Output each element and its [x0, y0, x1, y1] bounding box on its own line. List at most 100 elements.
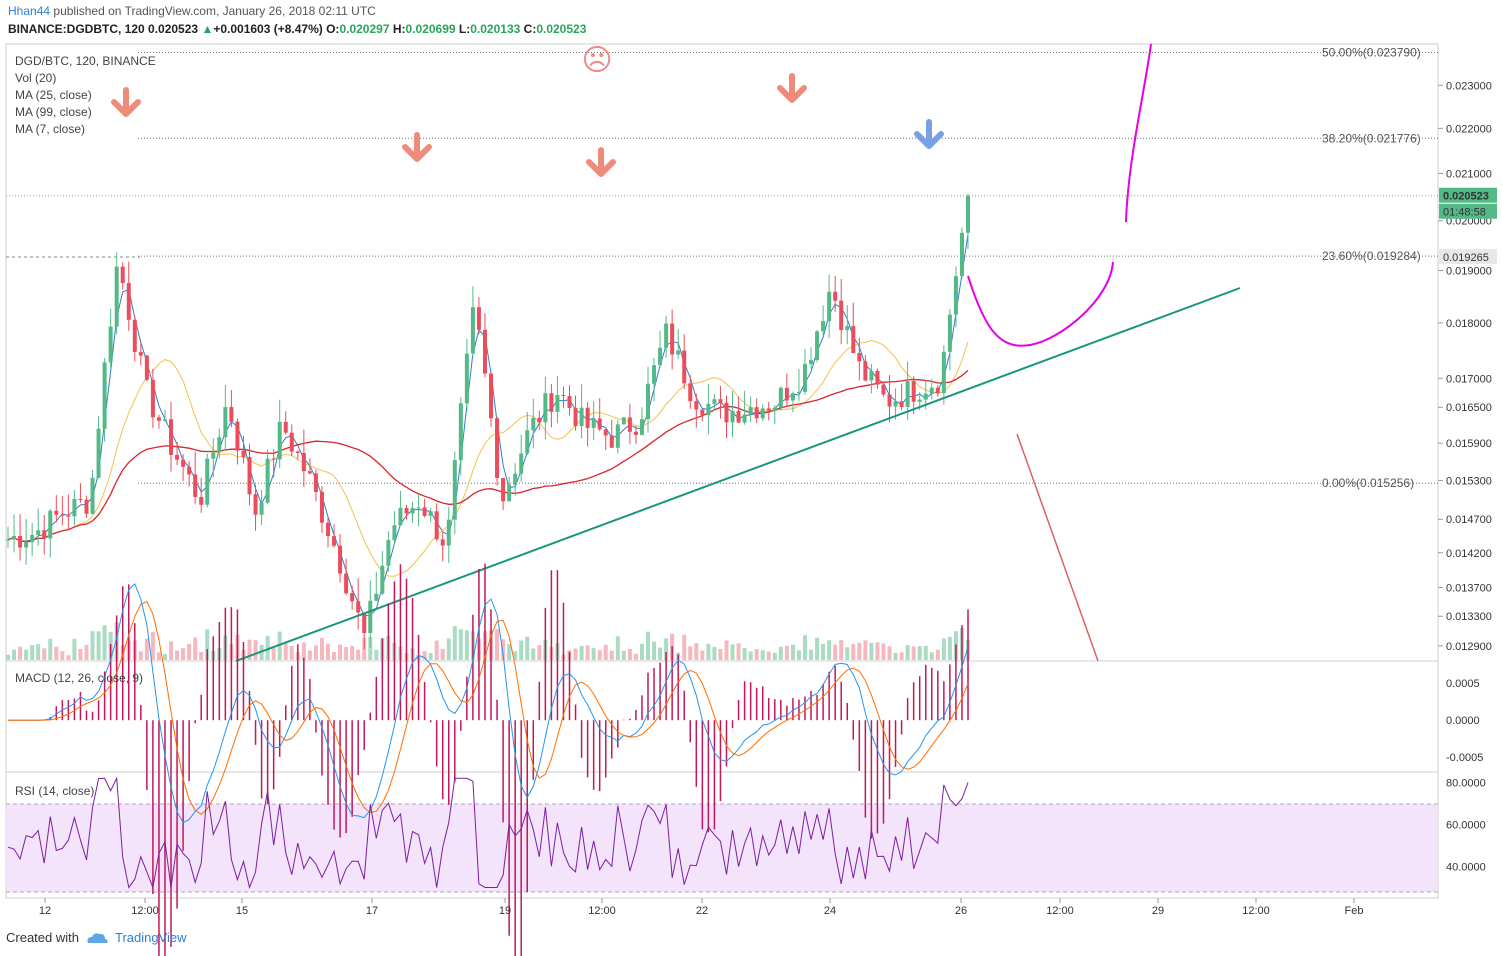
fib-label: 50.00%(0.023790)	[1322, 46, 1421, 60]
volume-bar	[730, 644, 735, 660]
candle-body	[525, 430, 530, 454]
volume-bar	[887, 646, 892, 660]
volume-bar	[597, 650, 602, 660]
candle-body	[84, 499, 89, 514]
candle-body	[760, 408, 765, 419]
volume-bar	[929, 652, 934, 660]
price-pane[interactable]	[5, 43, 1439, 662]
ohlc-header: BINANCE:DGDBTC, 120 0.020523 ▲+0.001603 …	[8, 22, 586, 36]
countdown-badge-text: 01:48:58	[1443, 207, 1486, 219]
change-text: +0.001603 (+8.47%)	[213, 22, 323, 36]
volume-bar	[591, 648, 596, 660]
time-tick-label: 15	[236, 905, 248, 917]
candle-body	[579, 407, 584, 427]
volume-bar	[452, 626, 457, 660]
candle-body	[295, 451, 300, 454]
volume-bar	[12, 649, 17, 660]
candle-body	[851, 326, 856, 354]
volume-bar	[609, 650, 614, 660]
down-arrow-icon	[586, 147, 616, 177]
candle-body	[609, 435, 614, 448]
volume-bar	[96, 631, 101, 660]
legend-vol[interactable]: Vol (20)	[15, 71, 57, 85]
rsi-line	[7, 776, 969, 890]
volume-bar	[193, 637, 198, 660]
legend-ma7[interactable]: MA (7, close)	[15, 122, 86, 136]
legend-ma99[interactable]: MA (99, close)	[15, 105, 92, 119]
macd-pane[interactable]	[5, 660, 1439, 773]
candle-body	[96, 428, 101, 478]
candle-body	[326, 522, 330, 537]
legend-ma25[interactable]: MA (25, close)	[15, 88, 92, 102]
volume-bar	[615, 636, 620, 660]
close-label: C:	[523, 22, 537, 36]
volume-bar	[501, 639, 506, 660]
author-link[interactable]: Hhan44	[8, 4, 51, 18]
candle-body	[6, 539, 10, 541]
volume-bar	[175, 650, 180, 660]
candle-body	[392, 525, 397, 541]
countdown-badge	[1439, 203, 1497, 219]
symbol-text: BINANCE:DGDBTC, 120	[8, 22, 145, 36]
candle-body	[277, 421, 282, 460]
candle-body	[416, 507, 421, 509]
candle-body	[646, 383, 650, 420]
candle-body	[247, 457, 252, 495]
tradingview-cloud-icon	[87, 932, 108, 943]
volume-bar	[344, 647, 349, 660]
tradingview-brand-link[interactable]: TradingView	[114, 930, 187, 945]
price-tick-label: 0.023000	[1446, 80, 1492, 92]
price-tick-label: 0.019000	[1446, 265, 1492, 277]
candle-body	[36, 530, 41, 535]
volume-bar	[815, 637, 820, 660]
volume-bar	[863, 640, 868, 660]
candle-body	[633, 431, 638, 435]
volume-bar	[150, 631, 155, 660]
volume-bar	[627, 648, 632, 660]
volume-bar	[253, 640, 258, 660]
volume-bar	[162, 654, 167, 660]
volume-bar	[790, 644, 795, 660]
candle-body	[144, 355, 149, 380]
candle-body	[18, 535, 23, 548]
candle-body	[815, 331, 820, 360]
candle-body	[386, 540, 391, 566]
volume-bar	[283, 642, 288, 660]
volume-bar	[760, 650, 765, 660]
candle-body	[766, 408, 771, 411]
rsi-label[interactable]: RSI (14, close)	[15, 784, 95, 798]
volume-bar	[802, 635, 807, 660]
volume-bar	[784, 645, 789, 660]
candle-body	[754, 407, 759, 419]
candle-body	[187, 466, 192, 475]
candle-body	[108, 326, 113, 363]
candle-body	[446, 519, 451, 546]
candle-body	[929, 387, 934, 394]
candle-body	[555, 394, 560, 412]
candle-body	[138, 352, 143, 356]
candle-body	[639, 419, 644, 435]
candle-body	[12, 535, 17, 540]
volume-bar	[694, 643, 699, 660]
candle-body	[784, 387, 789, 401]
candle-body	[959, 232, 964, 277]
volume-bar	[247, 639, 252, 660]
price-tick-label: 0.015900	[1446, 438, 1492, 450]
candle-body	[688, 383, 693, 402]
volume-bar	[603, 644, 608, 660]
candle-body	[42, 530, 47, 539]
candle-body	[440, 539, 445, 546]
candle-body	[670, 323, 675, 355]
candle-body	[706, 403, 711, 416]
volume-bar	[199, 651, 204, 660]
candle-body	[265, 458, 270, 503]
footer: Created with TradingView	[6, 930, 187, 945]
volume-bar	[796, 650, 801, 660]
candle-body	[827, 291, 832, 322]
macd-label[interactable]: MACD (12, 26, close, 9)	[15, 671, 144, 685]
volume-bar	[706, 643, 711, 660]
ma99-line	[7, 369, 969, 542]
down-arrow-icon	[914, 119, 944, 149]
candle-body	[585, 407, 590, 428]
